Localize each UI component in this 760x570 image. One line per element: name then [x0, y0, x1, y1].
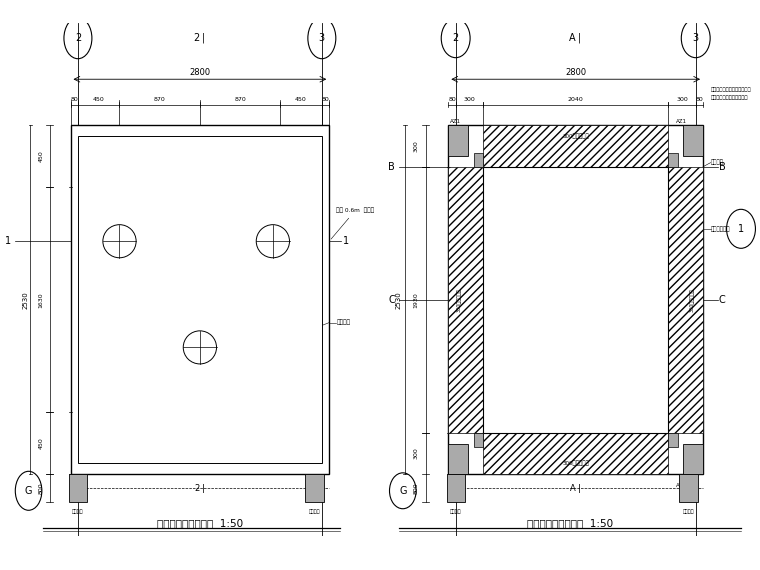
- Text: 2: 2: [194, 33, 200, 43]
- Bar: [483, 125, 669, 167]
- Text: 2800: 2800: [189, 68, 211, 77]
- Text: 2530: 2530: [22, 291, 28, 309]
- Text: 300: 300: [676, 97, 688, 103]
- Bar: [448, 444, 468, 474]
- Bar: [306, 474, 324, 502]
- Text: 450: 450: [38, 150, 43, 162]
- Text: 电梯基础结构平面图  1:50: 电梯基础结构平面图 1:50: [157, 518, 243, 528]
- Text: 300: 300: [464, 97, 475, 103]
- Text: 底层剪切大样: 底层剪切大样: [711, 226, 730, 231]
- Text: 底层混凝土基础预制施工平台: 底层混凝土基础预制施工平台: [711, 87, 751, 92]
- Text: AZ1: AZ1: [450, 119, 461, 124]
- Bar: [474, 433, 483, 447]
- Text: B: B: [719, 162, 725, 172]
- Bar: [71, 125, 329, 474]
- Text: 80: 80: [695, 97, 703, 103]
- Text: 柱基构件: 柱基构件: [682, 508, 694, 514]
- Bar: [669, 153, 677, 167]
- Text: 3: 3: [318, 33, 325, 43]
- Text: 80: 80: [448, 97, 456, 103]
- Text: 1: 1: [738, 224, 744, 234]
- Bar: [683, 444, 703, 474]
- Text: 柱基构件: 柱基构件: [450, 508, 461, 514]
- Text: 300: 300: [413, 447, 419, 459]
- Text: C: C: [719, 295, 725, 305]
- Text: 800: 800: [413, 482, 419, 494]
- Bar: [679, 474, 698, 502]
- Text: 450: 450: [93, 97, 105, 103]
- Text: 300: 300: [413, 140, 419, 152]
- Bar: [448, 125, 703, 474]
- Text: AZ1: AZ1: [676, 119, 687, 124]
- Text: AZ1: AZ1: [676, 483, 687, 488]
- Text: 综合外框: 综合外框: [711, 160, 724, 165]
- Text: |: |: [578, 33, 581, 43]
- Text: 1630: 1630: [38, 292, 43, 308]
- Text: 2800: 2800: [565, 68, 586, 77]
- Text: 2: 2: [452, 33, 459, 43]
- Text: 800: 800: [38, 482, 43, 494]
- Text: 450: 450: [38, 437, 43, 449]
- Text: G: G: [25, 486, 33, 496]
- Text: 垫层 0.6m  垫层混: 垫层 0.6m 垫层混: [331, 207, 375, 239]
- Text: A: A: [570, 483, 575, 492]
- Text: 80: 80: [71, 97, 78, 103]
- Text: 1: 1: [5, 236, 11, 246]
- Text: AZ1: AZ1: [450, 483, 461, 488]
- Text: 1930: 1930: [413, 292, 419, 308]
- Text: 80: 80: [321, 97, 329, 103]
- Text: 管图电梯订货图洗条支家高: 管图电梯订货图洗条支家高: [711, 95, 748, 100]
- Text: |: |: [578, 483, 581, 492]
- Text: A: A: [569, 33, 575, 43]
- Text: |: |: [201, 33, 205, 43]
- Text: 垫层混凝: 垫层混凝: [336, 320, 350, 325]
- Text: 2: 2: [74, 33, 81, 43]
- Bar: [448, 167, 483, 433]
- Text: 300厚底板侧墙: 300厚底板侧墙: [689, 288, 695, 312]
- Text: 300厚底板侧墙: 300厚底板侧墙: [562, 461, 589, 466]
- Bar: [483, 433, 669, 474]
- Bar: [474, 153, 483, 167]
- Text: 3: 3: [692, 33, 698, 43]
- Text: C: C: [388, 295, 394, 305]
- Text: 870: 870: [234, 97, 246, 103]
- Text: 2040: 2040: [568, 97, 584, 103]
- Text: 2530: 2530: [396, 291, 402, 309]
- Text: 300厚底板侧墙: 300厚底板侧墙: [457, 288, 462, 312]
- Bar: [448, 125, 468, 156]
- Bar: [68, 474, 87, 502]
- Bar: [78, 136, 321, 463]
- Text: 柱基构件: 柱基构件: [72, 508, 84, 514]
- Text: 1: 1: [344, 236, 350, 246]
- Text: 2: 2: [195, 483, 200, 492]
- Text: |: |: [201, 483, 204, 492]
- Text: 450: 450: [295, 97, 307, 103]
- Bar: [483, 167, 669, 433]
- Text: G: G: [399, 486, 407, 496]
- Text: 300厚底板侧墙: 300厚底板侧墙: [562, 133, 589, 139]
- Text: B: B: [388, 162, 394, 172]
- Bar: [447, 474, 465, 502]
- Bar: [683, 125, 703, 156]
- Text: 870: 870: [154, 97, 166, 103]
- Text: 柱基构件: 柱基构件: [309, 508, 320, 514]
- Bar: [669, 167, 703, 433]
- Bar: [669, 433, 677, 447]
- Text: 电梯井坑结构平面图  1:50: 电梯井坑结构平面图 1:50: [527, 518, 613, 528]
